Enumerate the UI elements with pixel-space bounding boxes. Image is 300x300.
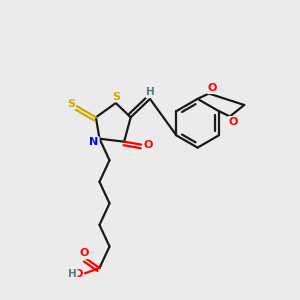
Text: H: H — [68, 269, 77, 279]
Text: O: O — [74, 269, 83, 279]
Text: O: O — [208, 83, 217, 93]
Text: O: O — [80, 248, 89, 258]
Text: O: O — [143, 140, 153, 150]
Text: O: O — [229, 117, 238, 127]
Text: H: H — [146, 87, 155, 97]
Text: S: S — [112, 92, 120, 101]
Text: N: N — [89, 137, 99, 147]
Text: S: S — [67, 99, 75, 109]
